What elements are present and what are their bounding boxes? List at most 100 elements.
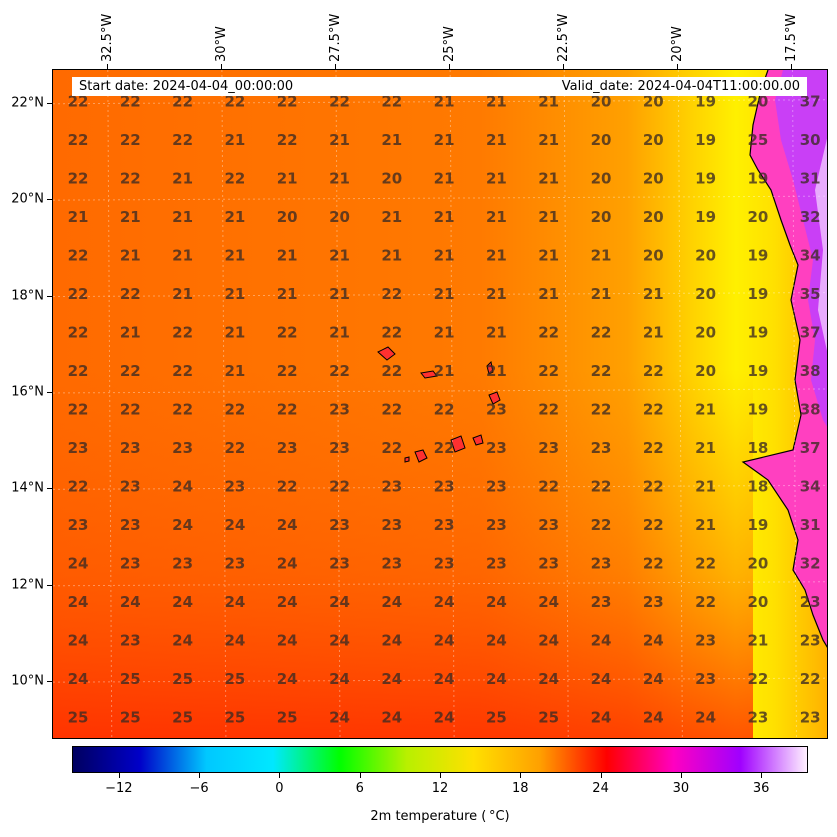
temperature-value: 22 [695, 555, 716, 573]
latitude-tick [47, 391, 52, 393]
temperature-value: 20 [381, 170, 402, 188]
colorbar-tick [600, 773, 602, 778]
longitude-label: 30°W [213, 26, 229, 62]
temperature-value: 22 [224, 170, 245, 188]
date-info-bar: Start date: 2024-04-04_00:00:00 Valid_da… [72, 77, 807, 96]
temperature-value: 20 [643, 247, 664, 265]
temperature-value: 21 [381, 131, 402, 149]
temperature-value: 19 [695, 170, 716, 188]
temperature-value: 19 [695, 131, 716, 149]
latitude-tick [47, 488, 52, 490]
temperature-value: 25 [68, 709, 89, 727]
longitude-label: 17.5°W [784, 13, 800, 62]
temperature-value: 21 [434, 208, 455, 226]
temperature-value: 24 [224, 632, 245, 650]
latitude-label: 22°N [11, 95, 44, 111]
colorbar-tick [279, 773, 281, 778]
temperature-value: 21 [643, 324, 664, 342]
temperature-value: 21 [329, 131, 350, 149]
longitude-label: 32.5°W [99, 13, 115, 62]
temperature-value: 37 [800, 93, 821, 111]
parallel-line [53, 388, 827, 394]
temperature-value: 20 [277, 208, 298, 226]
temperature-value: 24 [68, 555, 89, 573]
temperature-value: 22 [381, 362, 402, 380]
temperature-value: 23 [695, 632, 716, 650]
temperature-value: 32 [800, 555, 821, 573]
temperature-value: 22 [381, 285, 402, 303]
temperature-value: 25 [486, 709, 507, 727]
temperature-value: 23 [643, 593, 664, 611]
temperature-value: 21 [486, 324, 507, 342]
temperature-value: 22 [381, 439, 402, 457]
temperature-value: 21 [172, 208, 193, 226]
colorbar-tick [199, 773, 201, 778]
temperature-value: 22 [120, 93, 141, 111]
temperature-value: 24 [172, 516, 193, 534]
temperature-value: 23 [591, 593, 612, 611]
temperature-value: 23 [172, 439, 193, 457]
temperature-value: 22 [538, 324, 559, 342]
temperature-value: 22 [68, 478, 89, 496]
temperature-value: 23 [120, 516, 141, 534]
temperature-value: 23 [172, 555, 193, 573]
temperature-value: 22 [329, 93, 350, 111]
longitude-label: 27.5°W [328, 13, 343, 62]
temperature-value: 21 [120, 324, 141, 342]
temperature-value: 19 [747, 324, 768, 342]
temperature-value: 37 [800, 324, 821, 342]
temperature-value: 22 [68, 285, 89, 303]
temperature-value: 24 [538, 670, 559, 688]
temperature-value: 21 [329, 285, 350, 303]
temperature-value: 21 [224, 285, 245, 303]
longitude-tick [449, 64, 451, 69]
temperature-value: 22 [68, 131, 89, 149]
temperature-value: 24 [277, 632, 298, 650]
temperature-value: 18 [747, 439, 768, 457]
temperature-value: 24 [277, 516, 298, 534]
temperature-values: 22 22 22 22 22 22 22 21 21 21 20 20 19 20 37 22 22 22 21 22… [68, 93, 821, 727]
temperature-value: 23 [120, 439, 141, 457]
temperature-value: 24 [695, 709, 716, 727]
longitude-tick [335, 64, 336, 69]
latitude-label: 14°N [11, 480, 44, 496]
temperature-value: 20 [747, 555, 768, 573]
temperature-value: 22 [643, 516, 664, 534]
temperature-value: 22 [120, 285, 141, 303]
colorbar-tick-label: 24 [592, 781, 609, 796]
meridian-line [335, 70, 341, 738]
temperature-value: 23 [329, 555, 350, 573]
meridian-line [107, 70, 113, 738]
temperature-value: 22 [591, 362, 612, 380]
start-date: Start date: 2024-04-04_00:00:00 [79, 79, 294, 94]
temperature-value: 22 [277, 324, 298, 342]
temperature-value: 23 [538, 439, 559, 457]
temperature-value: 23 [329, 439, 350, 457]
temperature-value: 22 [277, 478, 298, 496]
temperature-value: 23 [381, 516, 402, 534]
temperature-value: 21 [538, 247, 559, 265]
temperature-value: 19 [695, 208, 716, 226]
temperature-value: 25 [120, 709, 141, 727]
temperature-value: 23 [800, 632, 821, 650]
temperature-value: 23 [747, 709, 768, 727]
temperature-value: 23 [277, 439, 298, 457]
temperature-value: 22 [643, 439, 664, 457]
temperature-value: 22 [120, 170, 141, 188]
temperature-value: 23 [381, 555, 402, 573]
latitude-label: 16°N [11, 384, 44, 400]
temperature-value: 19 [747, 247, 768, 265]
temperature-value: 20 [643, 93, 664, 111]
meridian-line [791, 70, 797, 738]
temperature-value: 22 [68, 401, 89, 419]
temperature-value: 24 [434, 593, 455, 611]
coastline [741, 70, 827, 648]
temperature-value: 22 [538, 478, 559, 496]
colorbar-tick-label: 36 [752, 781, 770, 796]
temperature-value: 23 [486, 401, 507, 419]
temperature-value: 24 [434, 709, 455, 727]
temperature-value: 23 [434, 516, 455, 534]
temperature-value: 21 [120, 208, 141, 226]
map-canvas: 22 22 22 22 22 22 22 21 21 21 20 20 19 20 37 22 22 22 21 22… [53, 70, 827, 738]
temperature-value: 23 [224, 478, 245, 496]
